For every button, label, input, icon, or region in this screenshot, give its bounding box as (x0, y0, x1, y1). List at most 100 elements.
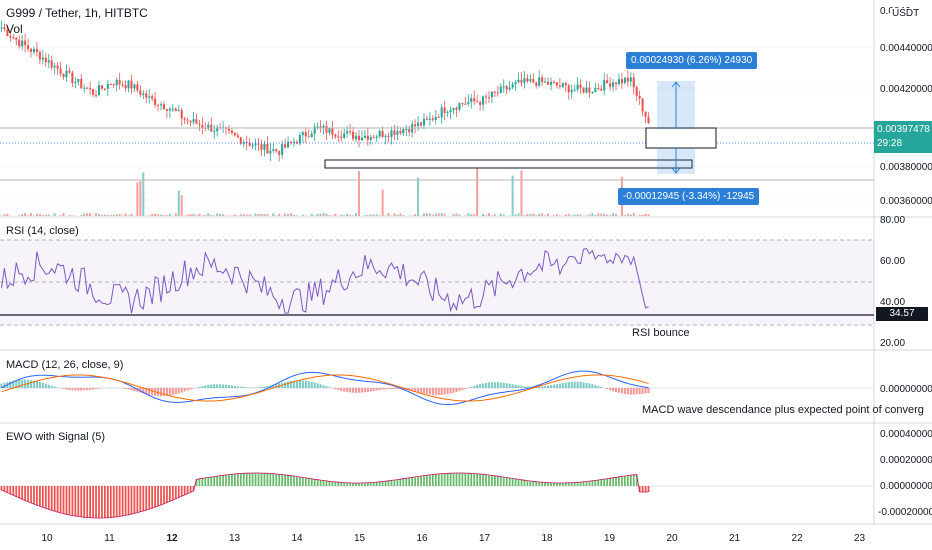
macd-histogram-bar (21, 379, 24, 388)
ewo-histogram-bar (508, 477, 511, 486)
ewo-histogram-bar (269, 473, 272, 486)
ewo-histogram-bar (597, 479, 600, 486)
volume-bar (576, 214, 579, 216)
candle-body (304, 132, 307, 137)
ewo-histogram-bar (588, 481, 591, 486)
macd-histogram-bar (600, 386, 603, 388)
ewo-histogram-bar (434, 474, 437, 486)
volume-bar (210, 215, 213, 216)
volume-bar (352, 215, 355, 216)
macd-histogram-bar (508, 383, 511, 388)
macd-histogram-bar (558, 383, 561, 388)
macd-histogram-bar (573, 381, 576, 388)
volume-bar (97, 213, 101, 216)
symbol-title[interactable]: G999 / Tether, 1h, HITBTC (6, 6, 148, 20)
rsi-axis-label: 60.00 (880, 256, 905, 267)
volume-bar (591, 213, 594, 216)
ewo-histogram-bar (263, 473, 266, 486)
macd-title[interactable]: MACD (12, 26, close, 9) (6, 359, 124, 371)
candle-body (9, 36, 12, 38)
volume-bar (564, 214, 567, 216)
volume-bar (414, 214, 417, 216)
volume-bar (94, 213, 98, 216)
ewo-histogram-bar (50, 486, 53, 511)
rsi-title[interactable]: RSI (14, close) (6, 225, 79, 237)
macd-histogram-bar (517, 385, 520, 388)
ewo-histogram-bar (644, 486, 647, 492)
volume-bar (354, 213, 358, 216)
macd-histogram-bar (372, 388, 375, 392)
ewo-histogram-bar (6, 486, 9, 493)
ewo-histogram-bar (127, 486, 130, 515)
candle-body (609, 83, 612, 87)
volume-bar (115, 214, 118, 216)
macd-histogram-bar (313, 382, 316, 388)
candle-body (266, 143, 269, 154)
candle-body (83, 87, 86, 89)
support-zone-rect[interactable] (324, 159, 693, 169)
volume-bar (396, 214, 399, 216)
time-axis[interactable]: 10 11 12 13 14 15 16 17 18 19 20 21 22 23 (41, 533, 865, 544)
volume-bar (216, 213, 219, 216)
ewo-histogram-bar (74, 486, 77, 517)
candle-body (532, 79, 535, 83)
time-axis-label: 12 (166, 533, 178, 544)
ewo-histogram-bar (163, 486, 165, 504)
candle-body (159, 104, 163, 106)
macd-histogram-bar (328, 387, 331, 388)
volume-bar (6, 213, 9, 216)
candle-body (541, 77, 544, 82)
ewo-histogram-bar (621, 476, 623, 486)
ewo-histogram-bar (526, 480, 529, 486)
ewo-histogram-bar (180, 486, 183, 497)
ewo-histogram-bar (92, 486, 94, 518)
macd-annotation[interactable]: MACD wave descendance plus expected poin… (642, 404, 924, 416)
ewo-histogram-bar (579, 482, 582, 486)
volume-bar (334, 213, 337, 216)
candle-body (635, 87, 638, 96)
candle-body (319, 126, 322, 128)
volume-bar (626, 213, 629, 216)
volume-bar (393, 213, 396, 216)
volume-bar (452, 214, 455, 216)
candle-body (523, 78, 526, 83)
candle-body (189, 120, 192, 123)
macd-histogram-bar (53, 386, 56, 388)
macd-histogram-bar (641, 388, 644, 394)
time-axis-label: 23 (854, 533, 866, 544)
macd-histogram-bar (65, 388, 68, 390)
ewo-histogram-bar (299, 477, 301, 486)
macd-histogram-bar (520, 385, 523, 388)
volume-bar (83, 213, 86, 216)
volume-bar (233, 214, 236, 216)
ewo-histogram-bar (485, 474, 487, 486)
macd-histogram-bar (124, 388, 127, 390)
ewo-histogram-bar (553, 482, 555, 486)
volume-bar (464, 215, 467, 216)
candle-body (124, 85, 127, 89)
candle-body (378, 131, 381, 137)
volume-bar (80, 215, 83, 216)
macd-histogram-bar (458, 388, 461, 391)
ewo-histogram-bar (594, 480, 597, 486)
macd-histogram-bar (298, 380, 301, 388)
ewo-histogram-bar (219, 475, 221, 486)
macd-histogram-bar (499, 382, 502, 388)
volume-bar (493, 214, 496, 216)
macd-histogram-bar (204, 385, 207, 388)
candle-body (207, 124, 210, 129)
volume-bar (411, 215, 414, 216)
macd-histogram-bar (570, 381, 573, 388)
volume-bar (266, 214, 269, 216)
ewo-histogram-bar (567, 482, 570, 486)
volume-bar (301, 214, 304, 216)
ewo-title[interactable]: EWO with Signal (5) (6, 431, 106, 443)
volume-legend[interactable]: Vol (6, 22, 23, 36)
volume-bar (257, 214, 260, 216)
ewo-histogram-bar (36, 486, 38, 506)
candle-body (573, 89, 576, 91)
candle-body (641, 98, 644, 112)
target-box-rect[interactable] (645, 127, 717, 149)
rsi-annotation[interactable]: RSI bounce (632, 327, 690, 339)
